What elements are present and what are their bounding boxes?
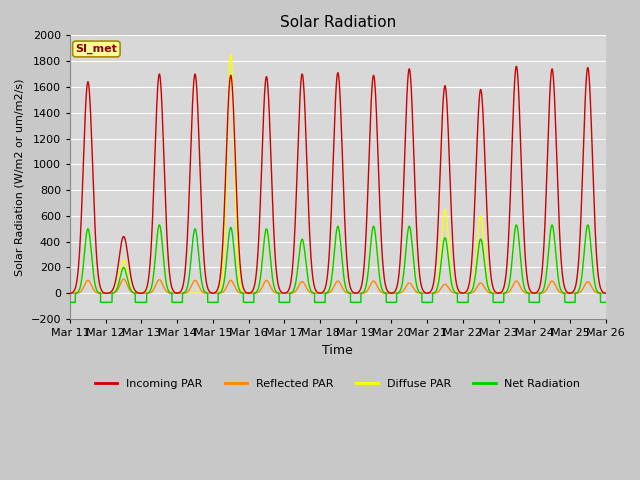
- Legend: Incoming PAR, Reflected PAR, Diffuse PAR, Net Radiation: Incoming PAR, Reflected PAR, Diffuse PAR…: [91, 374, 585, 393]
- Y-axis label: Solar Radiation (W/m2 or um/m2/s): Solar Radiation (W/m2 or um/m2/s): [15, 78, 25, 276]
- X-axis label: Time: Time: [323, 344, 353, 357]
- Text: SI_met: SI_met: [76, 44, 117, 54]
- Title: Solar Radiation: Solar Radiation: [280, 15, 396, 30]
